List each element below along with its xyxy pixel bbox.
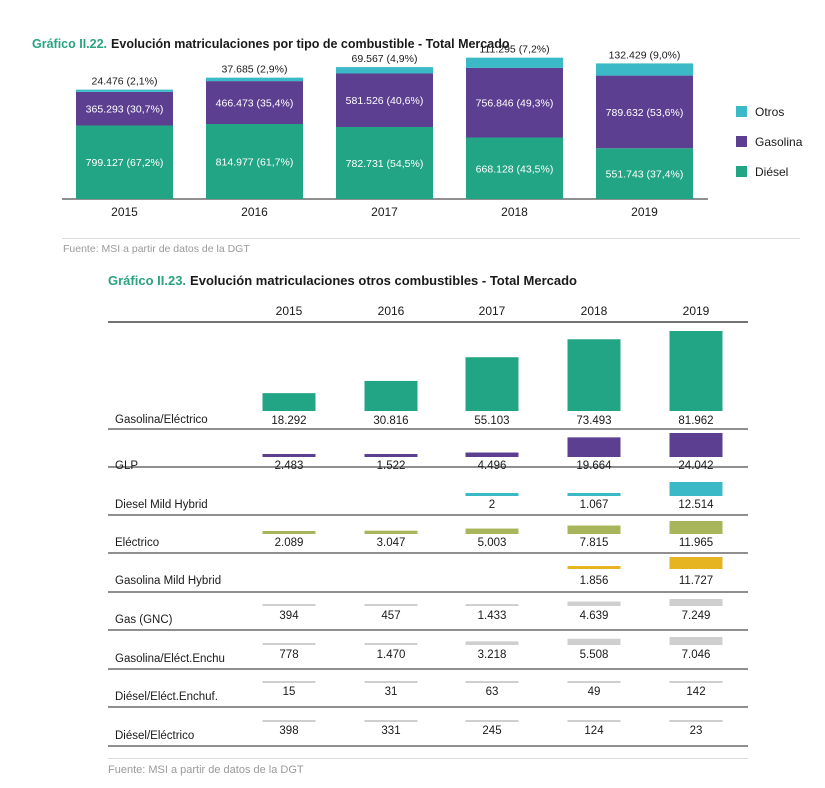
chart1-x-tick-2018: 2018 [501,205,528,219]
chart1-data-label-otros-2016: 37.685 (2,9%) [222,64,288,76]
chart1-legend-swatch-otros [736,106,747,117]
chart1-bar-diesel-2017 [336,126,433,199]
chart1-legend-label-otros: Otros [755,105,784,119]
chart2-source: Fuente: MSI a partir de datos de la DGT [108,764,304,776]
chart1-legend-label-diesel: Diésel [755,165,788,179]
chart1-source-rule [62,238,800,239]
chart1-data-label-otros-2017: 69.567 (4,9%) [352,53,418,65]
chart1-data-label-gasolina-2017: 581.526 (40,6%) [346,95,424,107]
chart1-bar-gasolina-2016 [206,81,303,125]
chart1-bar-gasolina-2017 [336,73,433,127]
chart1-data-label-gasolina-2015: 365.293 (30,7%) [86,104,164,116]
chart1-data-label-gasolina-2019: 789.632 (53,6%) [606,107,684,119]
chart1-bar-otros-2016 [206,77,303,82]
chart1-data-label-gasolina-2018: 756.846 (49,3%) [476,98,554,110]
chart1-data-label-diesel-2018: 668.128 (43,5%) [476,163,554,175]
chart1-x-tick-2016: 2016 [241,205,268,219]
chart1-bar-gasolina-2019 [596,75,693,149]
chart1-data-label-gasolina-2016: 466.473 (35,4%) [216,98,294,110]
chart1-label: Gráfico II.22. [32,37,108,51]
chart1-x-tick-2015: 2015 [111,205,138,219]
chart1-data-label-otros-2015: 24.476 (2,1%) [92,76,158,88]
chart1-bar-otros-2019 [596,63,693,76]
chart1-data-label-otros-2019: 132.429 (9,0%) [609,49,681,61]
chart1-legend-swatch-gasolina [736,136,747,147]
chart2-label: Gráfico II.23. [108,273,187,288]
chart2-title-text: Evolución matriculaciones otros combusti… [190,273,577,288]
chart1-x-tick-2019: 2019 [631,205,658,219]
chart1-x-tick-2017: 2017 [371,205,398,219]
chart1-title-text: Evolución matriculaciones por tipo de co… [111,37,510,51]
chart2-title: Gráfico II.23. Evolución matriculaciones … [108,273,577,288]
chart1-bar-otros-2015 [76,89,173,92]
chart1-data-label-diesel-2017: 782.731 (54,5%) [346,158,424,170]
chart1-bar-diesel-2016 [206,124,303,199]
chart1-data-label-diesel-2019: 551.743 (37,4%) [606,169,684,181]
chart1-bar-otros-2017 [336,67,433,74]
chart1-data-label-diesel-2015: 799.127 (67,2%) [86,157,164,169]
chart1-bar-otros-2018 [466,57,563,68]
chart1-bar-gasolina-2015 [76,91,173,126]
chart2-source-rule [108,758,748,759]
chart1-data-label-diesel-2016: 814.977 (61,7%) [216,157,294,169]
chart1-bar-diesel-2019 [596,148,693,199]
chart1-data-label-otros-2018: 111.295 (7,2%) [479,44,549,56]
chart1-legend-swatch-diesel [736,166,747,177]
chart1-legend-label-gasolina: Gasolina [755,135,803,149]
chart1-bar-diesel-2018 [466,137,563,199]
chart1-bar-gasolina-2018 [466,67,563,138]
chart1-bar-diesel-2015 [76,125,173,199]
chart1-source: Fuente: MSI a partir de datos de la DGT [63,243,250,255]
chart1-title: Gráfico II.22. Evolución matriculaciones … [32,37,509,51]
